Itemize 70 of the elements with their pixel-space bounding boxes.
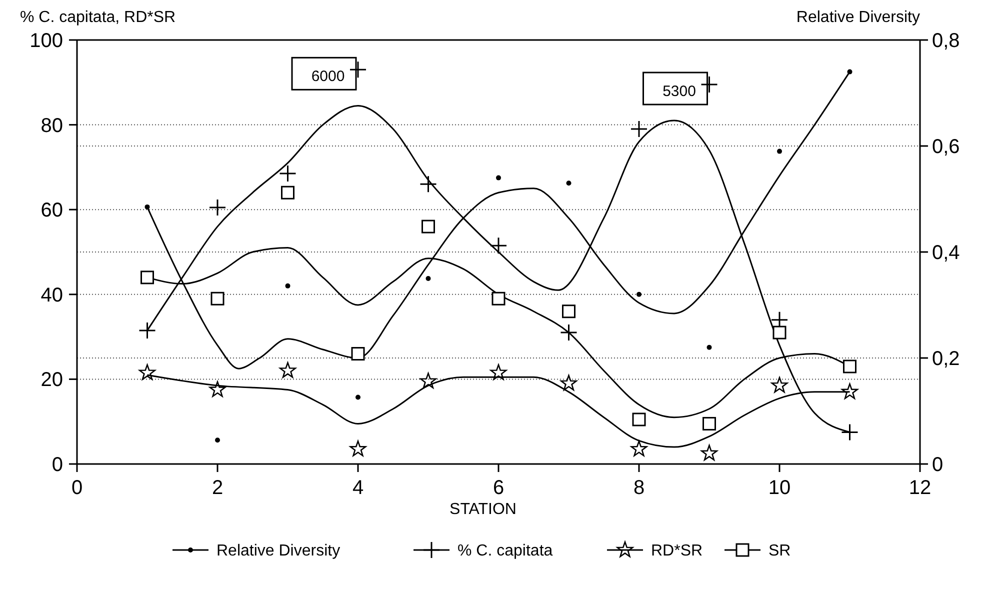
point <box>420 372 437 388</box>
point <box>702 416 716 430</box>
annotation: 5300 <box>662 82 696 100</box>
point <box>285 283 290 288</box>
point <box>562 304 576 318</box>
point <box>560 324 578 342</box>
x-axis-title: STATION <box>450 501 516 518</box>
point <box>636 292 642 297</box>
y-tick-label: 40 <box>40 284 63 306</box>
point <box>490 364 507 380</box>
y2-tick-label: 0 <box>932 454 944 476</box>
point <box>279 164 296 182</box>
point <box>420 175 437 193</box>
y-tick-label: 20 <box>40 369 63 392</box>
point <box>138 322 156 340</box>
point <box>772 326 786 340</box>
y-tick-label: 0 <box>52 454 63 476</box>
point <box>843 360 856 374</box>
point <box>841 383 858 400</box>
point <box>138 364 156 380</box>
point <box>279 362 296 378</box>
legend-label: RD*SR <box>651 542 703 560</box>
point <box>209 381 226 397</box>
x-tick-label: 2 <box>212 477 224 499</box>
point <box>144 204 150 210</box>
point <box>777 148 782 154</box>
point <box>700 444 718 461</box>
x-tick-label: 4 <box>352 477 364 499</box>
annotation: 6000 <box>311 68 345 85</box>
legend-label: % C. capitata <box>458 542 553 560</box>
x-tick-label: 8 <box>633 477 645 499</box>
legend-label: Relative Diversity <box>216 542 340 560</box>
y2-axis-title: Relative Diversity <box>796 9 920 26</box>
point <box>706 344 712 350</box>
point <box>841 423 858 441</box>
point <box>632 412 646 426</box>
y-tick-label: 100 <box>30 30 63 52</box>
x-tick-label: 10 <box>768 477 791 499</box>
point <box>349 60 367 78</box>
x-tick-label: 12 <box>908 477 932 499</box>
point <box>630 120 648 138</box>
y-tick-label: 60 <box>40 200 63 222</box>
x-tick-label: 6 <box>492 477 504 499</box>
point <box>492 292 506 306</box>
point <box>496 175 501 180</box>
x-tick-label: 0 <box>71 477 83 499</box>
y2-tick-label: 0,6 <box>932 136 960 158</box>
point <box>208 198 226 216</box>
y-tick-label: 80 <box>40 114 63 137</box>
point <box>215 438 220 443</box>
y2-tick-label: 0,4 <box>932 242 960 264</box>
point <box>771 376 788 393</box>
point <box>281 186 294 200</box>
point <box>490 236 508 254</box>
point <box>566 180 572 186</box>
point <box>140 270 154 284</box>
y2-tick-label: 0,8 <box>932 30 960 52</box>
legend-label: SR <box>768 542 791 560</box>
point <box>356 394 360 400</box>
point <box>630 440 648 456</box>
y2-tick-label: 0,2 <box>932 348 960 370</box>
point <box>351 347 365 361</box>
point <box>426 276 431 281</box>
point <box>847 69 852 74</box>
point <box>422 220 435 234</box>
point <box>700 76 718 94</box>
point <box>350 440 366 456</box>
point <box>560 374 578 391</box>
point <box>210 292 224 306</box>
y-axis-title: % C. capitata, RD*SR <box>20 9 176 26</box>
